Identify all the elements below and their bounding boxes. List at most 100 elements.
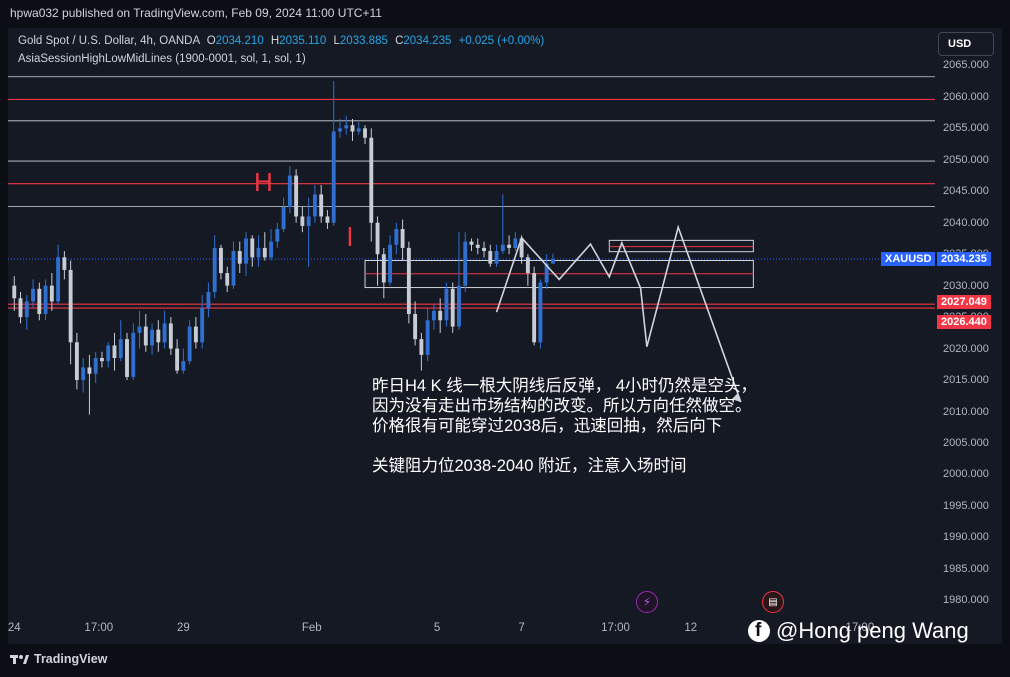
annotation-line-1: 昨日H4 K 线一根大阴线后反弹， 4小时仍然是空头， bbox=[372, 377, 758, 395]
us-flag-event-icon[interactable]: ▤ bbox=[762, 591, 784, 613]
candle-body-31 bbox=[206, 291, 211, 308]
candle-body-50 bbox=[325, 216, 330, 223]
price-tick-label: 2045.000 bbox=[943, 185, 989, 198]
price-tick-label: 1985.000 bbox=[943, 562, 989, 575]
candle-body-40 bbox=[262, 247, 267, 258]
candle-body-36 bbox=[237, 251, 242, 264]
last-price-tag: 2034.235 bbox=[937, 252, 991, 267]
candle-body-62 bbox=[400, 229, 405, 248]
candle-body-33 bbox=[219, 247, 223, 274]
candle-body-61 bbox=[394, 229, 399, 245]
candle-body-13 bbox=[93, 358, 98, 374]
candle-body-10 bbox=[74, 342, 79, 381]
candle-body-79 bbox=[507, 244, 512, 248]
candle-body-74 bbox=[475, 244, 480, 248]
low-value: 2033.885 bbox=[339, 35, 388, 47]
candle-body-85 bbox=[544, 263, 549, 283]
candle-body-11 bbox=[81, 367, 86, 381]
annotation-line-4: 关键阻力位2038-2040 附近，注意入场时间 bbox=[372, 457, 687, 475]
candle-body-25 bbox=[168, 323, 173, 349]
candle-body-8 bbox=[62, 257, 67, 270]
candle-body-30 bbox=[200, 307, 205, 343]
candle-body-29 bbox=[193, 326, 198, 343]
candle-body-82 bbox=[525, 257, 530, 274]
candle-body-37 bbox=[244, 238, 248, 264]
red-line-tag-2: 2026.440 bbox=[937, 315, 991, 330]
rectangles-layer bbox=[364, 239, 754, 289]
low-label: L bbox=[333, 35, 340, 47]
candle-body-0 bbox=[12, 285, 17, 299]
time-tick-label: 7 bbox=[518, 622, 525, 634]
time-tick-label: 17:00 bbox=[601, 622, 630, 634]
candle-body-63 bbox=[406, 247, 411, 314]
close-value: 2034.235 bbox=[403, 35, 452, 47]
symbol-price-tag: XAUUSD bbox=[881, 252, 936, 267]
candle-body-43 bbox=[281, 207, 286, 230]
time-tick-label: 17:00 bbox=[845, 622, 875, 634]
candle-body-35 bbox=[231, 251, 236, 286]
candle-body-84 bbox=[538, 282, 543, 343]
lightning-event-icon[interactable]: ⚡ bbox=[636, 591, 658, 613]
price-tick-label: 2050.000 bbox=[943, 153, 989, 166]
h-mark-label: H bbox=[254, 167, 273, 197]
candle-body-55 bbox=[356, 128, 361, 132]
candle-body-59 bbox=[381, 254, 386, 283]
price-axis[interactable]: 2065.000 2060.000 2055.000 2050.000 2045.000… bbox=[935, 56, 1002, 616]
price-tick-label: 2020.000 bbox=[943, 342, 989, 355]
candle-body-32 bbox=[212, 247, 217, 292]
price-tick-label: 2000.000 bbox=[943, 468, 989, 481]
candle-body-28 bbox=[187, 326, 192, 362]
close-label: C bbox=[395, 35, 404, 47]
candle-body-47 bbox=[306, 216, 311, 226]
tradingview-brand[interactable]: TradingView bbox=[10, 652, 107, 666]
time-tick-label: 17:00 bbox=[84, 622, 114, 634]
candle-body-57 bbox=[369, 137, 374, 223]
open-value: 2034.210 bbox=[215, 35, 264, 47]
candle-body-66 bbox=[425, 320, 430, 355]
candle-body-21 bbox=[143, 326, 148, 346]
candle-body-86 bbox=[550, 259, 555, 264]
candle-body-15 bbox=[106, 345, 111, 362]
candle-body-20 bbox=[137, 326, 142, 333]
candle-body-5 bbox=[43, 285, 48, 314]
high-value: 2035.110 bbox=[279, 35, 327, 47]
candle-body-65 bbox=[419, 339, 424, 355]
candle-body-6 bbox=[49, 285, 54, 302]
author-watermark: @Hong peng Wang bbox=[748, 618, 969, 644]
chart-panel[interactable] bbox=[8, 28, 1002, 644]
candle-body-78 bbox=[500, 244, 505, 252]
tradingview-name: TradingView bbox=[34, 652, 108, 666]
candle-body-46 bbox=[300, 216, 305, 226]
projection-zigzag-line bbox=[495, 224, 742, 403]
candle-body-41 bbox=[269, 241, 274, 258]
candle-body-77 bbox=[494, 251, 499, 264]
red-line-tag-1: 2027.049 bbox=[937, 295, 991, 310]
candle-body-34 bbox=[225, 273, 230, 286]
price-tick-label: 2015.000 bbox=[943, 374, 989, 387]
candle-body-60 bbox=[388, 244, 393, 283]
candle-body-24 bbox=[162, 323, 167, 343]
candle-body-73 bbox=[469, 241, 474, 245]
price-tick-label: 2005.000 bbox=[943, 436, 989, 449]
currency-button[interactable]: USD bbox=[938, 32, 994, 56]
author-name: @Hong peng Wang bbox=[776, 618, 969, 643]
projection-layer bbox=[495, 224, 742, 403]
price-tick-label: 2040.000 bbox=[943, 216, 989, 229]
price-tick-label: 1995.000 bbox=[943, 499, 989, 512]
symbol-name: Gold Spot / U.S. Dollar, 4h, OANDA bbox=[18, 35, 200, 47]
l-mark-label: l bbox=[347, 222, 353, 252]
candle-body-76 bbox=[488, 251, 493, 264]
time-tick-label: 24 bbox=[7, 622, 21, 634]
indicator-legend[interactable]: AsiaSessionHighLowMidLines (1900-0001, s… bbox=[18, 53, 306, 65]
price-tick-label: 2055.000 bbox=[943, 122, 989, 135]
candle-body-75 bbox=[482, 247, 486, 252]
candle-body-23 bbox=[156, 329, 161, 343]
symbol-legend[interactable]: Gold Spot / U.S. Dollar, 4h, OANDA O2034… bbox=[18, 35, 544, 47]
candle-body-3 bbox=[31, 288, 35, 302]
annotation-line-2: 因为没有走出市场结构的改变。所以方向任然做空。 bbox=[372, 397, 752, 415]
candle-body-48 bbox=[312, 194, 317, 217]
candle-body-16 bbox=[112, 345, 117, 359]
